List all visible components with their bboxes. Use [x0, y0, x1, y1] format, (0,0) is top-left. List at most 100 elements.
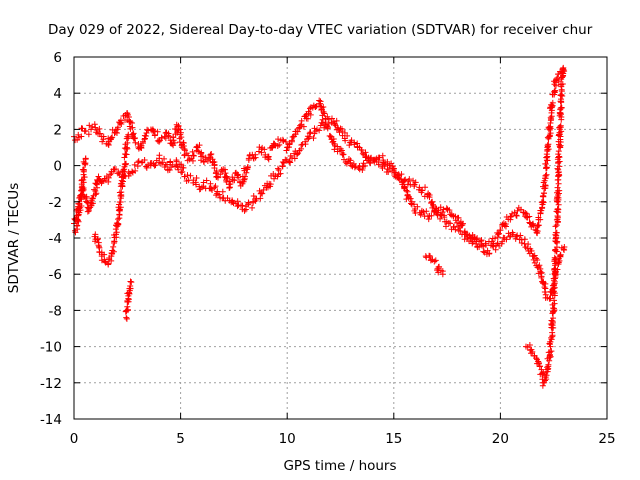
data-point	[540, 192, 547, 199]
data-point	[452, 226, 459, 233]
data-point	[554, 184, 561, 191]
data-point	[547, 353, 554, 360]
data-point	[117, 199, 124, 206]
data-point	[249, 204, 256, 211]
data-point	[389, 165, 396, 172]
data-point	[499, 221, 506, 228]
data-point	[319, 116, 326, 123]
data-point	[81, 160, 88, 167]
data-point	[340, 151, 347, 158]
data-point	[94, 184, 101, 191]
data-point	[539, 199, 546, 206]
data-point	[451, 223, 458, 230]
data-point	[110, 248, 117, 255]
data-point	[535, 222, 542, 229]
chart-tick-labels: 0 5 10 15 20 25 -14 -12 -10 -8 -6 -4 -2 0 2 4 6	[40, 50, 616, 447]
data-point	[124, 307, 131, 314]
data-point	[554, 205, 561, 212]
x-axis-label: GPS time / hours	[283, 458, 396, 474]
data-point	[159, 159, 166, 166]
data-point	[380, 159, 387, 166]
data-point	[358, 146, 365, 153]
data-point	[215, 174, 222, 181]
data-point	[170, 137, 177, 144]
data-point	[250, 192, 257, 199]
data-point	[430, 203, 437, 210]
data-point	[212, 183, 219, 190]
x-tick-label: 20	[492, 431, 509, 447]
data-point	[516, 236, 523, 243]
data-point	[311, 125, 318, 132]
data-point	[184, 172, 191, 179]
data-point	[189, 157, 196, 164]
data-point	[351, 141, 358, 148]
data-point	[446, 207, 453, 214]
data-point	[548, 336, 555, 343]
data-point	[304, 115, 311, 122]
data-point	[179, 168, 186, 175]
data-point	[385, 169, 392, 176]
data-point	[72, 229, 79, 236]
data-point	[502, 220, 509, 227]
data-point	[480, 248, 487, 255]
data-point	[545, 363, 552, 370]
data-point	[526, 213, 533, 220]
data-point	[531, 252, 538, 259]
data-point	[459, 220, 466, 227]
data-point	[411, 183, 418, 190]
data-point	[509, 229, 516, 236]
data-point	[556, 187, 563, 194]
data-point	[518, 240, 525, 247]
data-point	[154, 128, 161, 135]
data-point	[555, 132, 562, 139]
data-point	[235, 174, 242, 181]
data-point	[336, 129, 343, 136]
data-point	[114, 216, 121, 223]
data-point	[92, 191, 99, 198]
data-point	[95, 239, 102, 246]
data-point	[316, 127, 323, 134]
data-point	[555, 141, 562, 148]
data-point	[124, 111, 131, 118]
data-point	[78, 202, 85, 209]
data-point	[166, 166, 173, 173]
data-point	[123, 315, 130, 322]
data-point	[557, 105, 564, 112]
data-point	[177, 126, 184, 133]
data-point	[537, 216, 544, 223]
data-point	[420, 208, 427, 215]
data-point	[508, 213, 515, 220]
data-point	[130, 130, 137, 137]
data-point	[208, 150, 215, 157]
data-point	[544, 157, 551, 164]
chart-grid	[74, 57, 607, 419]
y-tick-label: -4	[49, 231, 62, 247]
data-point	[113, 220, 120, 227]
data-point	[333, 126, 340, 133]
data-point	[151, 162, 158, 169]
data-point	[363, 157, 370, 164]
data-point	[139, 140, 146, 147]
data-point	[86, 122, 93, 129]
data-point	[466, 238, 473, 245]
data-point	[294, 150, 301, 157]
data-point	[426, 252, 433, 259]
data-point	[256, 144, 263, 151]
data-point	[211, 184, 218, 191]
data-point	[551, 88, 558, 95]
data-point	[234, 203, 241, 210]
data-point	[454, 214, 461, 221]
data-point	[553, 248, 560, 255]
data-point	[552, 256, 559, 263]
data-point	[362, 154, 369, 161]
data-point	[492, 246, 499, 253]
data-point	[193, 175, 200, 182]
data-point	[464, 231, 471, 238]
data-point	[199, 153, 206, 160]
data-point	[441, 214, 448, 221]
data-point	[269, 144, 276, 151]
data-point	[75, 218, 82, 225]
data-point	[203, 177, 210, 184]
data-point	[536, 363, 543, 370]
data-point	[557, 122, 564, 129]
